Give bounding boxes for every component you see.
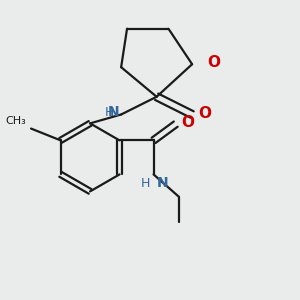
- Text: O: O: [207, 55, 220, 70]
- Text: N: N: [108, 105, 120, 119]
- Text: O: O: [199, 106, 212, 121]
- Text: CH₃: CH₃: [6, 116, 27, 126]
- Text: N: N: [157, 176, 168, 190]
- Text: O: O: [182, 115, 195, 130]
- Text: H: H: [104, 106, 114, 118]
- Text: H: H: [141, 177, 151, 190]
